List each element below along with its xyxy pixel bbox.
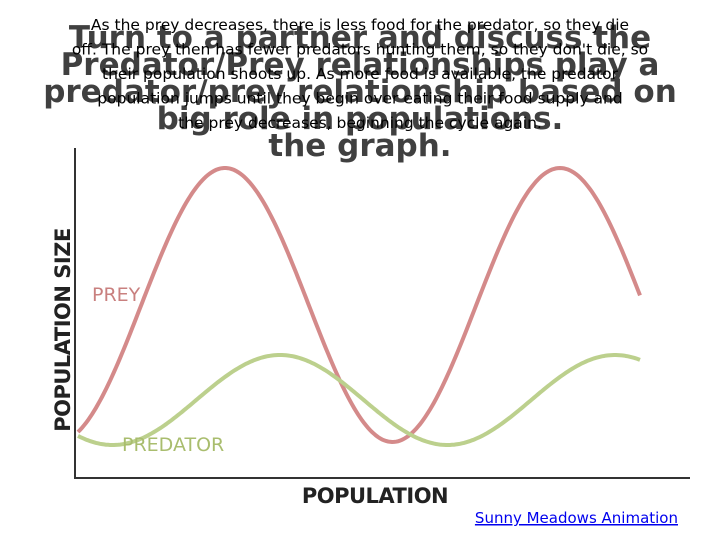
body-line: their population shoots up. As more food… (102, 65, 619, 83)
title-line: the graph. (268, 128, 451, 164)
prey-curve (76, 165, 642, 445)
body-line: As the prey decreases, there is less foo… (91, 16, 629, 34)
body-line: off. The prey then has fewer predators h… (72, 41, 648, 59)
prey-label: PREY (92, 284, 141, 306)
body-line: population jumps until they begin over e… (97, 90, 622, 108)
title-line: Turn to a partner and discuss the (69, 20, 651, 56)
title-line: predator/prey relationship based on (43, 74, 677, 110)
y-axis-label: POPULATION SIZE (51, 228, 75, 432)
title-line: big role in populations. (157, 101, 564, 137)
title-line: Predator/Prey relationships play a (61, 47, 660, 83)
credit-link[interactable]: Sunny Meadows Animation (475, 509, 678, 527)
predator-label: PREDATOR (122, 434, 224, 456)
body-line: the prey decreases, beginning the cycle … (178, 114, 542, 132)
predator-curve (77, 353, 641, 447)
x-axis-label: POPULATION (302, 484, 448, 508)
